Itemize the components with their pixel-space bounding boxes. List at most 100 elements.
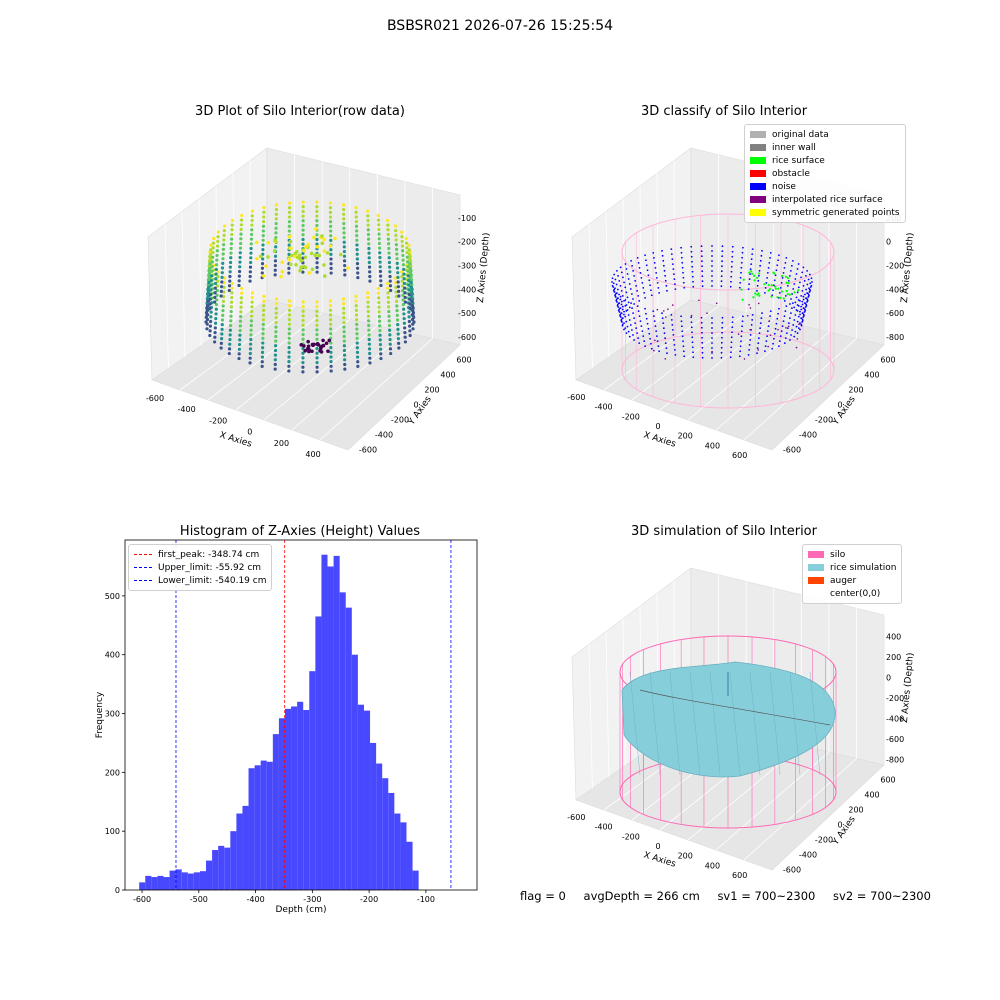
data-point <box>410 299 414 303</box>
legend-entry-auger: auger <box>808 574 896 587</box>
histogram-bar <box>139 882 146 890</box>
data-point <box>329 322 333 326</box>
histogram-bar <box>400 822 407 890</box>
noise-point <box>623 299 625 302</box>
legend-label: Upper_limit: -55.92 cm <box>158 562 262 573</box>
noise-point <box>632 298 634 300</box>
interpolated-point <box>768 320 770 323</box>
data-point <box>262 215 266 219</box>
data-point <box>315 244 320 249</box>
noise-point <box>782 320 785 322</box>
data-point <box>238 246 243 250</box>
histogram-bar <box>363 710 371 890</box>
noise-point <box>742 315 744 318</box>
data-point <box>301 309 305 313</box>
grid-line <box>639 186 643 335</box>
data-point <box>238 265 242 269</box>
data-point <box>368 361 372 365</box>
data-point <box>228 337 232 342</box>
data-point <box>379 347 383 351</box>
data-point <box>216 274 220 279</box>
noise-point <box>666 289 668 292</box>
data-point <box>262 308 266 312</box>
noise-point <box>730 265 733 268</box>
data-point <box>328 313 333 317</box>
legend-label: noise <box>772 181 796 192</box>
noise-point <box>662 327 665 330</box>
data-point <box>237 352 241 356</box>
data-point <box>386 295 390 300</box>
data-point <box>274 344 278 348</box>
data-point <box>298 268 302 273</box>
noise-point <box>779 335 782 337</box>
data-point <box>395 252 399 256</box>
noise-point <box>758 269 761 272</box>
data-point <box>222 238 226 242</box>
rice-surface-point <box>752 296 755 299</box>
noise-point <box>720 351 723 354</box>
y-axis-label: Y Axies <box>406 394 434 427</box>
data-point <box>354 299 358 303</box>
data-point <box>401 288 405 293</box>
noise-point <box>799 281 801 284</box>
histogram-bar <box>291 706 298 890</box>
data-point <box>238 251 242 255</box>
data-point <box>261 248 265 252</box>
data-point <box>299 265 303 270</box>
data-point <box>315 205 319 209</box>
rice-surface-point <box>753 279 756 282</box>
noise-point <box>642 287 645 289</box>
x-tick-label: 400 <box>705 861 720 870</box>
data-point <box>329 234 333 238</box>
legend-entry-lower-limit: Lower_limit: -540.19 cm <box>134 574 266 587</box>
rice-surface-point <box>776 296 779 299</box>
z-tick-label: 400 <box>886 632 901 641</box>
data-point <box>315 370 319 374</box>
data-point <box>239 300 243 305</box>
data-point <box>409 271 413 275</box>
noise-point <box>644 307 646 310</box>
noise-point <box>671 323 674 326</box>
data-point <box>248 279 252 283</box>
legend-entry-silo: silo <box>808 548 896 561</box>
data-point <box>394 295 398 299</box>
noise-point <box>793 319 796 321</box>
data-point <box>261 318 265 322</box>
noise-point <box>730 341 733 344</box>
data-point <box>249 323 253 328</box>
grid-line <box>631 312 747 401</box>
noise-point <box>711 332 713 334</box>
data-point <box>410 317 415 322</box>
data-point <box>315 219 319 223</box>
noise-point <box>767 325 770 328</box>
data-point <box>342 254 347 258</box>
data-point <box>407 310 411 314</box>
rice-surface-point <box>797 289 800 292</box>
data-point <box>396 323 400 327</box>
noise-point <box>796 291 799 294</box>
data-point <box>315 223 319 228</box>
data-point <box>401 302 406 307</box>
status-flag: flag = 0 <box>520 889 566 903</box>
interpolated-point <box>743 358 746 360</box>
data-point <box>214 277 218 281</box>
data-point <box>227 351 231 356</box>
data-point <box>287 257 292 262</box>
data-point <box>385 218 390 223</box>
data-point <box>367 251 371 255</box>
legend-line <box>134 554 152 555</box>
noise-point <box>670 313 673 316</box>
noise-point <box>682 271 684 274</box>
histogram-bar <box>230 831 237 890</box>
noise-point <box>720 346 723 349</box>
data-point <box>401 253 405 258</box>
rice-surface-point <box>748 271 751 274</box>
data-point <box>407 248 411 252</box>
noise-point <box>661 254 664 257</box>
data-point <box>273 238 277 243</box>
legend-entry-obstacle: obstacle <box>750 167 900 180</box>
noise-point <box>691 270 694 273</box>
noise-point <box>613 273 616 276</box>
data-point <box>301 219 305 223</box>
data-point <box>249 246 253 251</box>
